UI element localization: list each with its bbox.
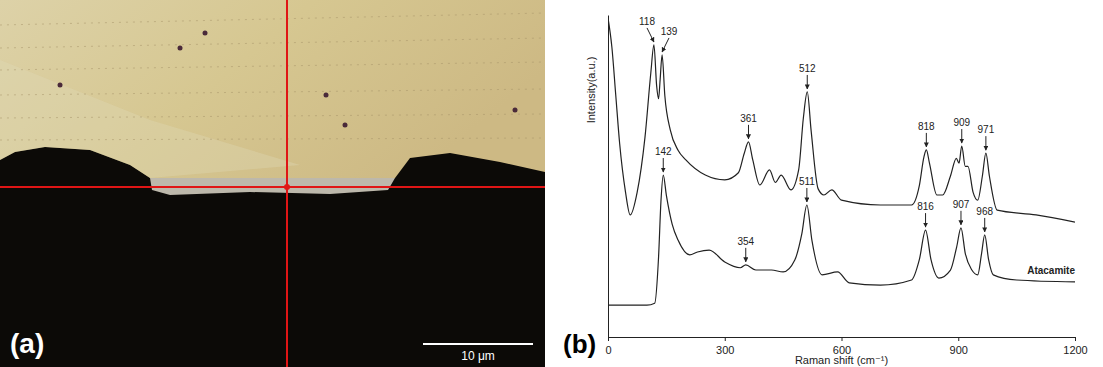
peak-arrow: [985, 136, 986, 150]
peak-label: 907: [953, 199, 970, 210]
y-axis: [608, 16, 609, 338]
x-tick-mark: [1075, 337, 1076, 341]
peak-arrow: [662, 38, 669, 52]
crosshair-center: [284, 184, 290, 190]
pit: [203, 31, 208, 36]
panel-label: (b): [563, 329, 596, 359]
peak-label: 968: [976, 206, 993, 217]
peak-label: 971: [978, 124, 995, 135]
peak-arrow: [961, 129, 962, 143]
grain: [0, 60, 300, 178]
panel-label: (a): [10, 328, 44, 359]
resin: [0, 0, 545, 367]
peak-label: 816: [917, 201, 934, 212]
x-tick: 300: [716, 337, 734, 356]
x-tick-mark: [725, 337, 726, 341]
x-tick: 1200: [1063, 337, 1087, 356]
peak-arrow: [745, 248, 746, 262]
texture: [0, 114, 545, 118]
figure: 10 μm(a)03006009001200Atacamite118139361…: [0, 0, 1103, 367]
peak-arrow: [960, 211, 961, 225]
crosshair-horizontal: [0, 186, 545, 188]
spectrum-line: [608, 175, 1075, 305]
crosshair-vertical: [286, 0, 288, 367]
x-tick-label: 900: [950, 344, 968, 356]
x-tick: 0: [605, 337, 611, 356]
x-tick-label: 300: [716, 344, 734, 356]
x-tick-mark: [958, 337, 959, 341]
peak-label: 354: [737, 236, 754, 247]
pit: [513, 108, 518, 113]
scale-bar: [423, 343, 533, 345]
y-axis-title: Intensity(a.u.): [585, 57, 597, 124]
y-axis-line: [608, 16, 609, 338]
x-tick-mark: [608, 337, 609, 341]
series-label: Atacamite: [1027, 265, 1075, 276]
x-axis-title: Raman shift (cm⁻¹): [795, 354, 888, 366]
pit: [324, 93, 329, 98]
texture: [0, 13, 545, 25]
peak-label: 909: [953, 117, 970, 128]
x-tick-mark: [842, 337, 843, 341]
metal: [0, 0, 545, 178]
texture: [0, 62, 545, 70]
annotations: 118 139 361 512 818 909 971 142 354 511 816 907 968: [639, 16, 995, 262]
peak-arrow: [748, 125, 749, 139]
plot-area: [608, 18, 1075, 305]
peak-label: 139: [661, 26, 678, 37]
micrograph: 10 μm: [0, 0, 545, 367]
peak-arrow: [663, 158, 664, 172]
x-tick-label: 0: [605, 344, 611, 356]
pit: [178, 46, 183, 51]
texture: [0, 38, 545, 48]
chart: 03006009001200Atacamite11813936151281890…: [563, 16, 1088, 367]
peak-arrow: [984, 218, 985, 232]
peak-arrow: [647, 28, 654, 42]
texture: [0, 89, 545, 95]
peak-label: 511: [799, 176, 815, 187]
peak-arrow: [926, 133, 927, 147]
pit: [343, 123, 348, 128]
x-tick-label: 1200: [1063, 344, 1087, 356]
peak-arrow: [807, 75, 808, 89]
peak-label: 818: [918, 121, 935, 132]
spectrum-line: [608, 18, 1075, 222]
x-tick: 900: [950, 337, 968, 356]
peak-arrow: [925, 213, 926, 227]
peak-arrow: [806, 188, 807, 202]
peak-label: 361: [740, 113, 757, 124]
scale-bar-label: 10 μm: [461, 349, 495, 363]
texture: [0, 138, 545, 140]
peak-label: 118: [639, 16, 655, 27]
peak-label: 142: [655, 146, 672, 157]
peak-label: 512: [799, 63, 816, 74]
pit: [58, 83, 63, 88]
